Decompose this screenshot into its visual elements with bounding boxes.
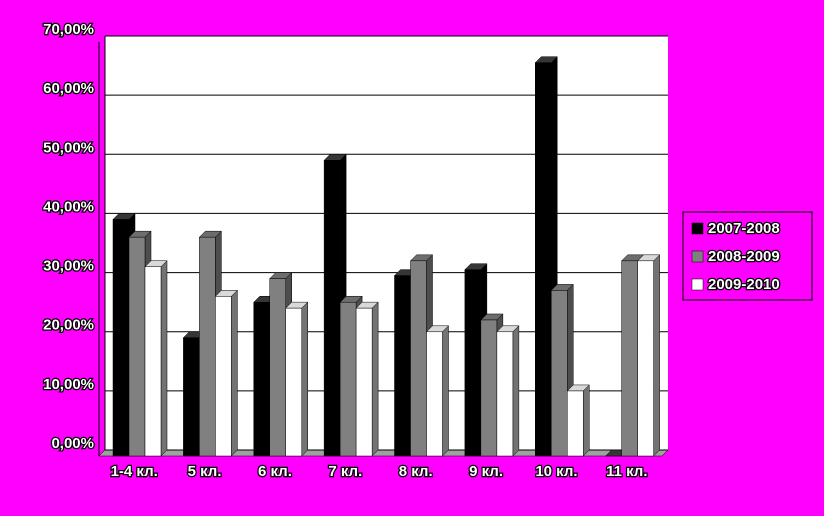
bar	[128, 236, 146, 457]
bar	[253, 301, 270, 457]
x-tick-label: 9 кл.	[469, 463, 503, 480]
bar	[551, 290, 568, 457]
bar	[339, 301, 357, 457]
x-tick-label: 5 кл.	[188, 463, 222, 480]
bar	[285, 307, 302, 457]
bar	[112, 219, 130, 457]
y-tick-label: 30,00%	[43, 258, 94, 275]
y-tick-label: 20,00%	[43, 317, 94, 334]
bar	[199, 236, 216, 457]
bar	[269, 278, 286, 457]
bar	[355, 307, 373, 457]
bar	[621, 260, 638, 457]
y-tick-label: 10,00%	[43, 376, 94, 393]
bar-side	[512, 325, 520, 457]
bar	[183, 337, 200, 457]
bar	[567, 390, 584, 457]
x-tick-label: 6 кл.	[258, 463, 292, 480]
bar-side	[653, 254, 660, 457]
bar-side	[442, 325, 449, 457]
legend-box	[682, 211, 813, 301]
x-tick-label: 8 кл.	[399, 463, 433, 480]
bar-side	[371, 301, 379, 457]
y-tick-label: 70,00%	[43, 21, 94, 38]
legend-label: 2007-2008	[708, 220, 780, 237]
bar	[215, 296, 232, 457]
bar	[144, 266, 162, 457]
bar-side	[160, 260, 168, 457]
y-tick-label: 40,00%	[43, 198, 94, 215]
legend-swatch	[691, 278, 704, 291]
bar	[394, 275, 411, 457]
bar	[637, 260, 654, 457]
legend-label: 2008-2009	[708, 248, 780, 265]
bar-side	[231, 289, 238, 457]
bar-side	[301, 301, 308, 457]
y-tick-label: 0,00%	[51, 435, 94, 452]
bar	[410, 260, 427, 457]
x-tick-label: 11 кл.	[606, 463, 647, 480]
bar-side	[583, 384, 590, 457]
legend-swatch	[691, 222, 704, 235]
x-tick-label: 1-4 кл.	[111, 463, 158, 480]
legend-label: 2009-2010	[708, 276, 780, 293]
bar	[535, 62, 552, 457]
y-tick-label: 60,00%	[43, 80, 94, 97]
x-tick-label: 7 кл.	[328, 463, 362, 480]
y-tick-label: 50,00%	[43, 139, 94, 156]
x-tick-label: 10 кл.	[535, 463, 577, 480]
legend-swatch	[691, 250, 704, 263]
bar	[464, 269, 482, 457]
bar	[480, 319, 498, 457]
bar	[496, 331, 514, 457]
bar	[426, 331, 443, 457]
bar	[323, 160, 341, 457]
